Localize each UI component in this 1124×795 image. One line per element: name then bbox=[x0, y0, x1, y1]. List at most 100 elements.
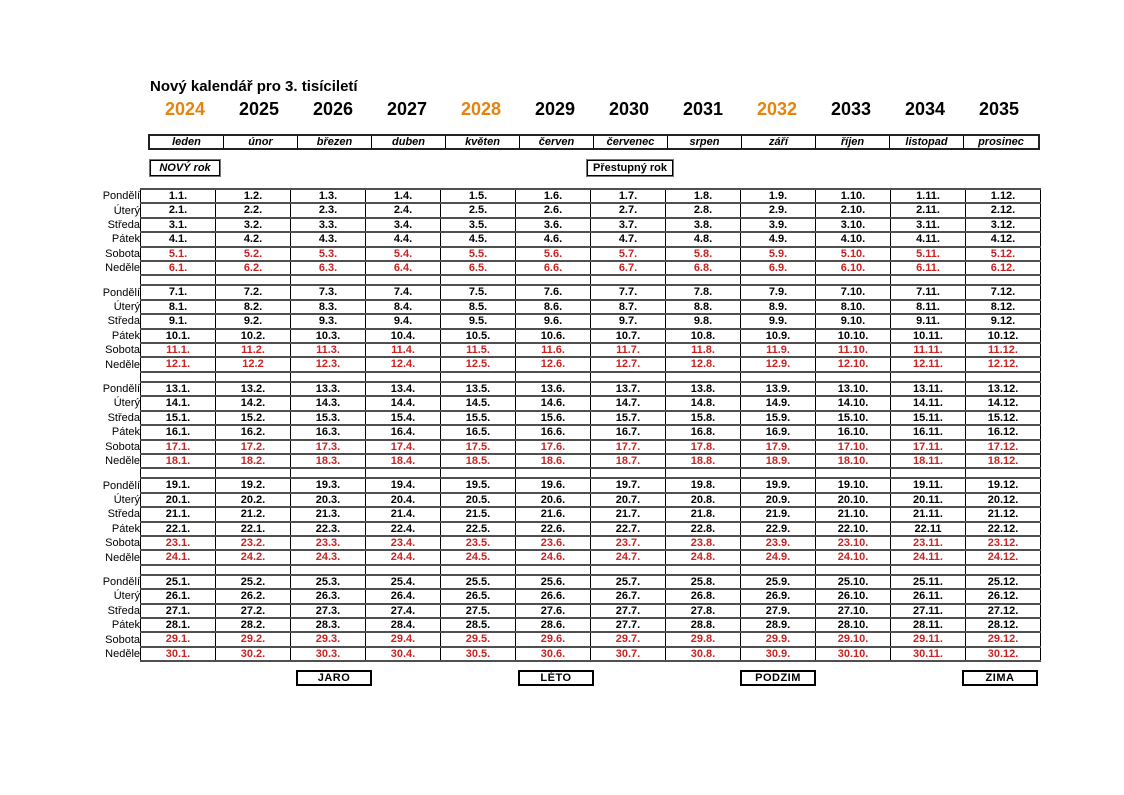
date-cell: 1.4. bbox=[365, 187, 441, 205]
year-2031: 2031 bbox=[682, 99, 724, 119]
date-cell: 21.6. bbox=[515, 506, 591, 523]
date-cell: 16.12. bbox=[965, 424, 1041, 441]
date-cell: 5.5. bbox=[440, 245, 516, 263]
month-header: srpen bbox=[668, 136, 742, 148]
date-cell: 29.10. bbox=[815, 631, 891, 648]
date-cell: 25.7. bbox=[590, 573, 666, 591]
spacer-cell bbox=[515, 467, 591, 480]
spacer-cell bbox=[290, 370, 366, 383]
date-cell: 26.1. bbox=[140, 588, 216, 605]
date-cell: 3.4. bbox=[365, 216, 441, 234]
date-cell: 29.7. bbox=[590, 631, 666, 648]
date-cell: 21.12. bbox=[965, 506, 1041, 523]
date-cell: 13.8. bbox=[665, 380, 741, 398]
month-header: leden bbox=[150, 136, 224, 148]
date-cell: 8.5. bbox=[440, 298, 516, 316]
date-cell: 2.10. bbox=[815, 202, 891, 219]
date-cell: 11.3. bbox=[290, 342, 366, 359]
date-cell: 3.7. bbox=[590, 216, 666, 234]
date-cell: 28.6. bbox=[515, 616, 591, 634]
year-2028: 2028 bbox=[460, 99, 502, 119]
date-cell: 25.11. bbox=[890, 573, 966, 591]
spacer-cell bbox=[365, 274, 441, 287]
date-cell: 2.4. bbox=[365, 202, 441, 219]
date-cell: 20.1. bbox=[140, 491, 216, 509]
date-cell: 1.8. bbox=[665, 187, 741, 205]
date-cell: 1.6. bbox=[515, 187, 591, 205]
date-cell: 4.9. bbox=[740, 231, 816, 248]
date-cell: 14.12. bbox=[965, 395, 1041, 412]
date-cell: 20.12. bbox=[965, 491, 1041, 509]
date-cell: 21.4. bbox=[365, 506, 441, 523]
date-cell: 14.2. bbox=[215, 395, 291, 412]
day-label: Úterý bbox=[113, 301, 140, 314]
date-cell: 29.4. bbox=[365, 631, 441, 648]
date-cell: 21.2. bbox=[215, 506, 291, 523]
date-cell: 1.5. bbox=[440, 187, 516, 205]
date-cell: 8.6. bbox=[515, 298, 591, 316]
calendar-row: Úterý 20.1. 20.2. 20.3. 20.4. 20.5. 20.6. 20.7.… bbox=[0, 491, 1041, 509]
date-cell: 21.3. bbox=[290, 506, 366, 523]
months-header-row: leden únor březen duben květen červen červenec… bbox=[148, 134, 1040, 150]
date-cell: 16.11. bbox=[890, 424, 966, 441]
date-cell: 23.5. bbox=[440, 534, 516, 552]
date-cell: 8.2. bbox=[215, 298, 291, 316]
date-cell: 26.10. bbox=[815, 588, 891, 605]
month-header: červen bbox=[520, 136, 594, 148]
date-cell: 15.11. bbox=[890, 409, 966, 427]
spacer-cell bbox=[140, 370, 216, 383]
date-cell: 18.2. bbox=[215, 452, 291, 470]
date-cell: 11.11. bbox=[890, 342, 966, 359]
spacer-cell bbox=[515, 274, 591, 287]
spacer-cell bbox=[665, 563, 741, 576]
date-cell: 6.7. bbox=[590, 260, 666, 277]
leap-year-box: Přestupný rok bbox=[586, 159, 674, 177]
date-cell: 28.8. bbox=[665, 616, 741, 634]
date-cell: 14.9. bbox=[740, 395, 816, 412]
spacer-cell bbox=[365, 370, 441, 383]
day-label: Sobota bbox=[105, 633, 140, 646]
day-label: Pondělí bbox=[102, 190, 140, 203]
date-cell: 19.5. bbox=[440, 477, 516, 494]
spacer-cell bbox=[140, 563, 216, 576]
month-header: březen bbox=[298, 136, 372, 148]
date-cell: 29.12. bbox=[965, 631, 1041, 648]
new-year-box: NOVÝ rok bbox=[149, 159, 221, 177]
date-cell: 9.3. bbox=[290, 313, 366, 330]
date-cell: 14.1. bbox=[140, 395, 216, 412]
date-cell: 15.6. bbox=[515, 409, 591, 427]
date-cell: 9.11. bbox=[890, 313, 966, 330]
date-cell: 3.6. bbox=[515, 216, 591, 234]
date-cell: 2.9. bbox=[740, 202, 816, 219]
date-cell: 24.5. bbox=[440, 549, 516, 566]
date-cell: 10.1. bbox=[140, 327, 216, 345]
date-cell: 19.12. bbox=[965, 477, 1041, 494]
date-cell: 25.3. bbox=[290, 573, 366, 591]
spacer-label bbox=[0, 468, 141, 478]
date-cell: 12.10. bbox=[815, 356, 891, 373]
year-2033: 2033 bbox=[830, 99, 872, 119]
spacer-label bbox=[0, 372, 141, 382]
date-cell: 3.8. bbox=[665, 216, 741, 234]
day-label: Středa bbox=[107, 315, 140, 328]
date-cell: 24.2. bbox=[215, 549, 291, 566]
date-cell: 24.3. bbox=[290, 549, 366, 566]
date-cell: 20.8. bbox=[665, 491, 741, 509]
date-cell: 1.10. bbox=[815, 187, 891, 205]
spacer-cell bbox=[590, 370, 666, 383]
date-cell: 3.3. bbox=[290, 216, 366, 234]
date-cell: 21.5. bbox=[440, 506, 516, 523]
years-row: 2024 2025 2026 2027 2028 2029 2030 2031 2032 2033… bbox=[148, 96, 1036, 122]
date-cell: 8.11. bbox=[890, 298, 966, 316]
spacer-cell bbox=[815, 370, 891, 383]
date-cell: 25.8. bbox=[665, 573, 741, 591]
spacer-cell bbox=[665, 467, 741, 480]
spacer-cell bbox=[965, 563, 1041, 576]
date-cell: 6.4. bbox=[365, 260, 441, 277]
month-header: červenec bbox=[594, 136, 668, 148]
day-label: Úterý bbox=[113, 204, 140, 217]
date-cell: 11.10. bbox=[815, 342, 891, 359]
spacer-cell bbox=[215, 467, 291, 480]
date-cell: 18.12. bbox=[965, 452, 1041, 470]
